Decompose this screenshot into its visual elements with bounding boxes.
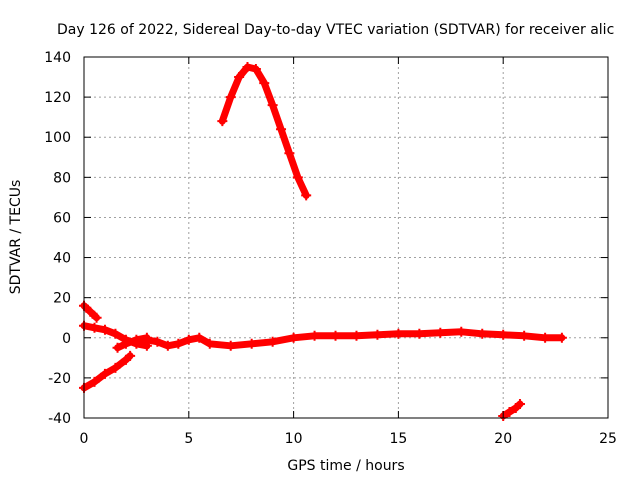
- data-point-marker: [125, 350, 136, 361]
- data-point-marker: [225, 340, 236, 351]
- data-point-marker: [141, 334, 152, 345]
- data-point-marker: [99, 368, 110, 379]
- data-point-marker: [284, 148, 295, 159]
- x-tick-label: 10: [285, 431, 303, 447]
- series-band: [114, 334, 151, 352]
- data-point-marker: [152, 336, 163, 347]
- y-axis-title: SDTVAR / TECUs: [8, 180, 24, 295]
- y-tick-label: 40: [53, 251, 71, 267]
- data-point-marker: [234, 72, 245, 83]
- x-tick-label: 20: [494, 431, 512, 447]
- data-point-marker: [351, 330, 362, 341]
- data-point-marker: [183, 334, 194, 345]
- data-point-marker: [477, 328, 488, 339]
- data-point-marker: [217, 116, 228, 127]
- data-point-marker: [110, 362, 121, 373]
- data-point-marker: [204, 338, 215, 349]
- data-point-marker: [292, 172, 303, 183]
- data-point-marker: [267, 100, 278, 111]
- series-band: [499, 400, 524, 420]
- y-tick-label: -20: [48, 371, 71, 387]
- series-arc-a: [79, 300, 102, 323]
- data-point-marker: [194, 332, 205, 343]
- y-axis-ticks: -40 -20 0 20 40 60 80 100 120 140: [44, 50, 608, 427]
- data-point-marker: [540, 332, 551, 343]
- data-point-marker: [288, 332, 299, 343]
- data-point-marker: [414, 328, 425, 339]
- data-point-marker: [393, 328, 404, 339]
- data-point-marker: [120, 338, 131, 349]
- data-point-marker: [309, 330, 320, 341]
- data-point-marker: [131, 334, 142, 345]
- y-tick-label: 60: [53, 210, 71, 226]
- data-point-marker: [504, 406, 515, 417]
- data-point-marker: [519, 330, 530, 341]
- data-point-marker: [225, 92, 236, 103]
- data-point-marker: [498, 329, 509, 340]
- data-point-marker: [301, 190, 312, 201]
- x-tick-label: 15: [389, 431, 407, 447]
- data-point-marker: [85, 306, 96, 317]
- x-tick-label: 25: [599, 431, 617, 447]
- data-point-marker: [110, 328, 121, 339]
- y-tick-label: 100: [44, 130, 71, 146]
- y-tick-label: 120: [44, 90, 71, 106]
- y-tick-label: 0: [62, 331, 71, 347]
- grid-layer: [84, 57, 608, 418]
- plot-frame: [83, 56, 609, 419]
- y-tick-label: 80: [53, 170, 71, 186]
- data-point-marker: [372, 329, 383, 340]
- data-point-marker: [259, 78, 270, 89]
- y-tick-label: 20: [53, 291, 71, 307]
- series-arc-c: [79, 350, 136, 393]
- chart-title: Day 126 of 2022, Sidereal Day-to-day VTE…: [57, 22, 614, 38]
- data-point-marker: [112, 342, 123, 353]
- data-point-marker: [89, 376, 100, 387]
- x-tick-label: 0: [80, 431, 89, 447]
- series-arc-f: [217, 62, 312, 201]
- data-point-marker: [514, 398, 525, 409]
- data-point-marker: [435, 327, 446, 338]
- x-axis-ticks: 0 5 10 15 20 25: [80, 57, 617, 447]
- x-tick-label: 5: [184, 431, 193, 447]
- data-point-marker: [242, 62, 253, 73]
- data-point-marker: [267, 336, 278, 347]
- data-point-marker: [91, 312, 102, 323]
- data-point-marker: [246, 338, 257, 349]
- y-tick-label: -40: [48, 411, 71, 427]
- y-tick-label: 140: [44, 50, 71, 66]
- series-arc-e: [141, 326, 567, 351]
- data-point-marker: [89, 322, 100, 333]
- data-point-marker: [162, 340, 173, 351]
- data-point-marker: [276, 124, 287, 135]
- data-point-marker: [456, 326, 467, 337]
- data-point-marker: [330, 330, 341, 341]
- series-layer: [79, 62, 567, 421]
- data-point-marker: [173, 338, 184, 349]
- data-point-marker: [250, 64, 261, 75]
- data-point-marker: [99, 324, 110, 335]
- data-point-marker: [556, 332, 567, 343]
- x-axis-title: GPS time / hours: [287, 458, 404, 474]
